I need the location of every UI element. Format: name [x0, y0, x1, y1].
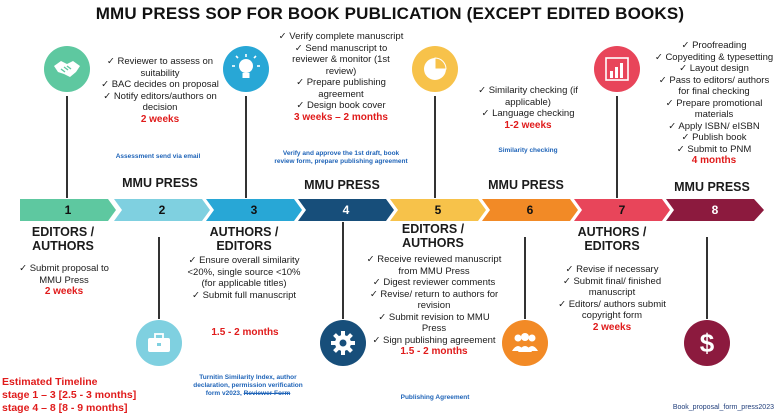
task-item: ✓ Design book cover [296, 100, 386, 111]
task-item: ✓ Proofreading [681, 40, 747, 51]
task-item: ✓ Similarity checking (if applicable) [478, 85, 578, 108]
stage-3-note: Turnitin Similarity Index, author declar… [193, 374, 303, 397]
stage-8-duration: 4 months [691, 155, 737, 166]
pie-chart-icon [412, 46, 458, 92]
stage-1-segment: 1 [20, 199, 116, 221]
stage-number: 2 [158, 203, 166, 217]
connector-line [616, 96, 618, 198]
stage-5-segment: 5 [390, 199, 486, 221]
task-item: ✓ Pass to editors/ authors for final che… [658, 74, 770, 98]
stage-3-segment: 3 [206, 199, 302, 221]
stage-4-duration: 3 weeks – 2 months [294, 111, 388, 123]
stage-number: 1 [64, 203, 72, 217]
stage-6-segment: 6 [482, 199, 578, 221]
task-item: ✓ Submit full manuscript [191, 289, 297, 301]
stage-number: 3 [250, 203, 258, 217]
stage-number: 5 [434, 203, 442, 217]
stage-4-actor: MMU PRESS [304, 178, 380, 192]
connector-line [434, 96, 436, 198]
task-item: ✓ Verify complete manuscript [278, 31, 404, 42]
stage-8-segment: 8 [666, 199, 764, 221]
form-reference: Book_proposal_form_press2023 [672, 404, 774, 411]
estimated-timeline: Estimated Timeline stage 1 – 3 [2.5 - 3 … [2, 376, 136, 415]
stage-5-tasks: ✓ Receive reviewed manuscript from MMU P… [366, 254, 502, 358]
dollar-icon: $ [684, 320, 730, 366]
stage-6-tasks: ✓ Similarity checking (if applicable) ✓ … [468, 85, 588, 131]
stage-1-actor: EDITORS / AUTHORS [31, 225, 95, 253]
stage-7-duration: 2 weeks [592, 321, 632, 333]
gear-icon [320, 320, 366, 366]
bar-chart-icon [594, 46, 640, 92]
task-item: ✓ Digest reviewer comments [372, 277, 496, 288]
timeline-stage-4-8: stage 4 – 8 [8 - 9 months] [2, 402, 128, 414]
stage-number: 7 [618, 203, 626, 217]
stage-5-note: Publishing Agreement [400, 394, 470, 401]
stage-8-actor: MMU PRESS [674, 180, 750, 194]
task-item: ✓ Ensure overall similarity <20%, single… [187, 255, 301, 289]
stage-4-tasks: ✓ Verify complete manuscript ✓ Send manu… [276, 31, 406, 123]
handshake-icon [44, 46, 90, 92]
task-item: ✓ Prepare publishing agreement [296, 77, 386, 100]
task-item: ✓ Copyediting & typesetting [654, 51, 774, 63]
task-item: ✓ Language checking [481, 108, 575, 119]
stage-2-tasks: ✓ Reviewer to assess on suitability ✓ BA… [100, 56, 220, 125]
people-icon [502, 320, 548, 366]
task-item: ✓ Send manuscript to reviewer & monitor … [292, 42, 390, 77]
stage-3-duration: 1.5 - 2 months [211, 327, 279, 338]
task-item: ✓ Notify editors/authors on decision [103, 90, 217, 114]
task-item: ✓ Submit proposal to MMU Press [19, 263, 109, 286]
connector-line [524, 237, 526, 319]
stage-5-actor: EDITORS / AUTHORS [401, 222, 465, 250]
connector-line [66, 96, 68, 198]
stage-6-actor: MMU PRESS [488, 178, 564, 192]
stage-5-duration: 1.5 - 2 months [400, 346, 468, 357]
connector-line [158, 237, 160, 319]
stage-6-note: Similarity checking [498, 147, 558, 154]
stage-3-actor: AUTHORS / EDITORS [209, 225, 279, 253]
task-item: ✓ Layout design [679, 63, 749, 74]
stage-number: 8 [711, 203, 719, 217]
task-item: ✓ Prepare promotional materials [665, 97, 763, 121]
stage-8-tasks: ✓ Proofreading ✓ Copyediting & typesetti… [652, 40, 776, 167]
task-item: ✓ Receive reviewed manuscript from MMU P… [366, 254, 502, 277]
task-item: ✓ Submit to PNM [676, 143, 752, 155]
task-item: ✓ Revise if necessary [565, 264, 659, 275]
stage-7-segment: 7 [574, 199, 670, 221]
task-item: ✓ Apply ISBN/ eISBN [668, 120, 760, 132]
stage-2-duration: 2 weeks [140, 113, 180, 125]
task-item: ✓ Publish book [681, 132, 747, 143]
stage-number: 6 [526, 203, 534, 217]
stage-2-actor: MMU PRESS [122, 176, 198, 190]
connector-line [245, 96, 247, 198]
stage-7-actor: AUTHORS / EDITORS [577, 225, 647, 253]
task-item: ✓ Revise/ return to authors for revision [369, 288, 499, 312]
page-title: MMU PRESS SOP FOR BOOK PUBLICATION (EXCE… [95, 4, 685, 23]
task-item: ✓ Submit final/ finished manuscript [562, 275, 662, 299]
timeline-heading: Estimated Timeline [2, 376, 98, 388]
stage-3-tasks: ✓ Ensure overall similarity <20%, single… [180, 255, 308, 301]
connector-line [342, 222, 344, 319]
stage-1-tasks: ✓ Submit proposal to MMU Press 2 weeks [14, 263, 114, 298]
task-item: ✓ Editors/ authors submit copyright form [558, 298, 666, 322]
lightbulb-icon [223, 46, 269, 92]
stage-number: 4 [342, 203, 350, 217]
timeline-stage-1-3: stage 1 – 3 [2.5 - 3 months] [2, 389, 137, 401]
stage-2-segment: 2 [114, 199, 210, 221]
task-item: ✓ BAC decides on proposal [101, 79, 219, 90]
stage-2-note: Assessment send via email [115, 153, 201, 160]
task-item: ✓ Sign publishing agreement [372, 334, 496, 346]
stage-7-tasks: ✓ Revise if necessary ✓ Submit final/ fi… [556, 264, 668, 333]
stage-4-segment: 4 [298, 199, 394, 221]
connector-line [706, 237, 708, 319]
task-item: ✓ Submit revision to MMU Press [378, 311, 490, 335]
stage-4-note: Verify and approve the 1st draft, book r… [274, 150, 408, 165]
stage-1-duration: 2 weeks [44, 286, 84, 297]
stage-6-duration: 1-2 weeks [504, 119, 552, 131]
task-item: ✓ Reviewer to assess on suitability [106, 56, 214, 79]
briefcase-icon [136, 320, 182, 366]
